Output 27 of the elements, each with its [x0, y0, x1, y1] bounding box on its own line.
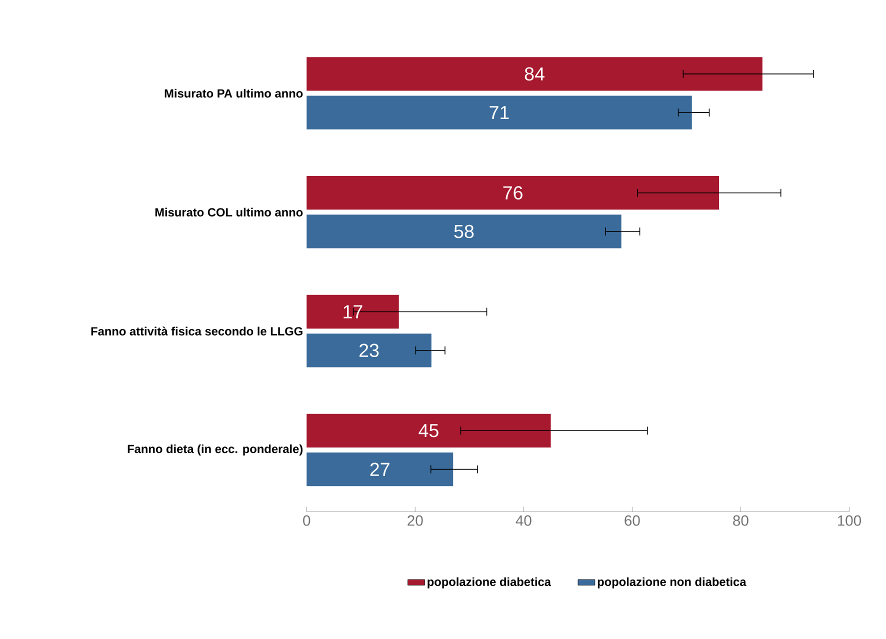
data-label: 58 — [454, 224, 474, 238]
y-tick-label: Fanno dieta (in ecc. ponderale) — [128, 444, 303, 456]
x-tick-label: 20 — [408, 515, 423, 526]
legend-label: popolazione diabetica — [428, 577, 552, 588]
data-label: 45 — [418, 424, 438, 438]
data-label: 27 — [370, 462, 390, 476]
x-tick-label: 60 — [624, 515, 640, 526]
bar — [306, 214, 622, 248]
x-tick-label: 0 — [303, 515, 310, 526]
bar — [306, 334, 432, 368]
bar — [306, 294, 399, 329]
y-tick-label: Misurato COL ultimo anno — [155, 208, 303, 217]
x-tick-label: 80 — [733, 515, 748, 526]
y-tick-label: Fanno attività fisica secondo le LLGG — [91, 326, 302, 336]
bar — [306, 57, 762, 91]
data-label: 76 — [503, 186, 522, 200]
bar — [306, 176, 719, 210]
y-tick-label: Misurato PA ultimo anno — [164, 88, 303, 98]
bar — [306, 414, 551, 448]
data-label: 71 — [490, 106, 509, 120]
data-label: 84 — [524, 67, 544, 81]
data-label: 23 — [360, 344, 379, 358]
legend-label: popolazione non diabetica — [598, 577, 746, 588]
bar — [306, 452, 454, 486]
x-tick-label: 100 — [838, 515, 862, 526]
bar — [306, 96, 692, 130]
x-tick-label: 40 — [516, 515, 532, 526]
